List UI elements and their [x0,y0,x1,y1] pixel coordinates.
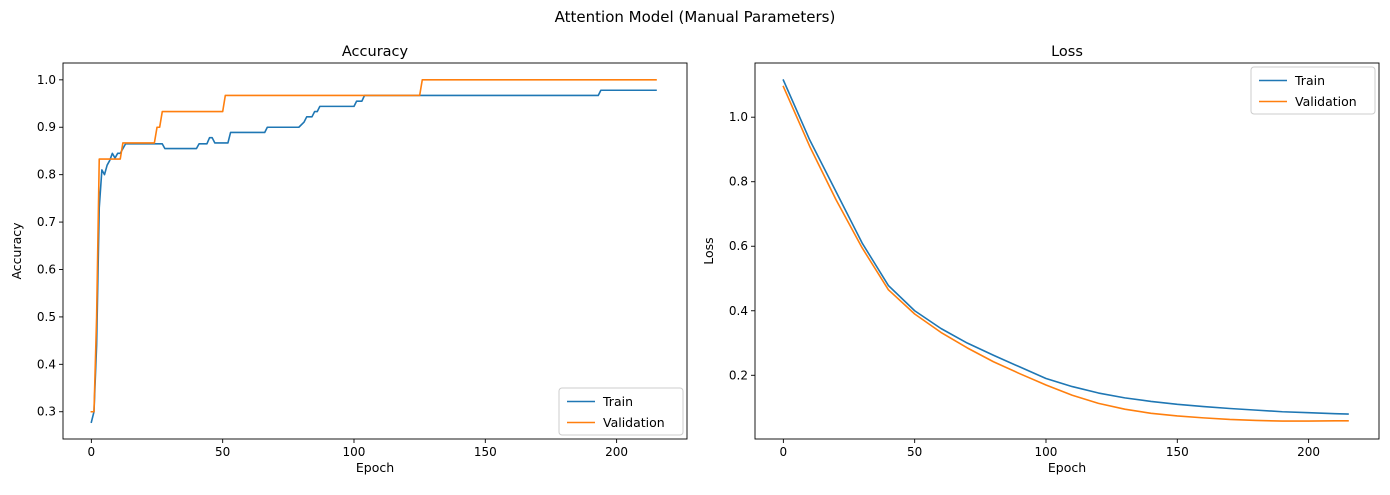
accuracy-xtick-label: 200 [605,445,628,459]
loss-ytick-label: 1.0 [729,110,748,124]
loss-ytick-label: 0.6 [729,239,748,253]
accuracy-ytick-label: 0.9 [37,120,56,134]
accuracy-ytick-label: 1.0 [37,73,56,87]
accuracy-series-validation-line [90,79,657,413]
accuracy-legend: Train Validation [558,387,684,436]
accuracy-axes-frame [62,62,688,440]
loss-xtick-label: 100 [1035,445,1058,459]
accuracy-y-axis-label: Accuracy [9,222,24,280]
accuracy-legend-label-train: Train [602,394,633,409]
loss-chart-title: Loss [1051,44,1083,60]
loss-legend-label-train: Train [1294,73,1325,88]
accuracy-xtick-label: 50 [215,445,230,459]
accuracy-ytick-label: 0.6 [37,262,56,276]
loss-legend-label-validation: Validation [1295,94,1357,109]
accuracy-ytick-label: 0.4 [37,357,56,371]
accuracy-ytick-label: 0.8 [37,168,56,182]
accuracy-x-axis-label: Epoch [356,460,394,475]
loss-legend: Train Validation [1250,66,1376,115]
loss-series-train-line [782,79,1349,415]
loss-axes-frame [754,62,1380,440]
accuracy-chart: 0 50 100 150 200 0.3 0.4 0.5 0.6 0.7 0.8 0.9 1.0 Accu… [9,44,688,475]
accuracy-ytick-label: 0.7 [37,215,56,229]
figure-title: Attention Model (Manual Parameters) [555,8,836,26]
accuracy-legend-label-validation: Validation [603,415,665,430]
chart-panels: 0 50 100 150 200 0.3 0.4 0.5 0.6 0.7 0.8 0.9 1.0 Accu… [9,44,1380,475]
loss-xtick-label: 0 [780,445,788,459]
loss-xtick-label: 200 [1297,445,1320,459]
accuracy-chart-title: Accuracy [342,44,409,60]
accuracy-xtick-label: 0 [88,445,96,459]
loss-ytick-label: 0.8 [729,175,748,189]
loss-xtick-label: 50 [907,445,922,459]
accuracy-series-train-line [90,89,657,424]
accuracy-series-group [90,79,657,424]
loss-series-validation-line [782,85,1349,422]
loss-y-axis-label: Loss [701,237,716,264]
loss-x-axis-label: Epoch [1048,460,1086,475]
accuracy-xtick-label: 150 [474,445,497,459]
accuracy-ytick-label: 0.3 [37,405,56,419]
accuracy-xtick-label: 100 [343,445,366,459]
loss-xtick-label: 150 [1166,445,1189,459]
accuracy-ytick-label: 0.5 [37,310,56,324]
loss-ytick-label: 0.4 [729,304,748,318]
loss-chart: 0 50 100 150 200 0.2 0.4 0.6 0.8 1.0 Loss Epoch Loss… [701,44,1380,475]
loss-ytick-label: 0.2 [729,368,748,382]
loss-series-group [782,79,1349,422]
